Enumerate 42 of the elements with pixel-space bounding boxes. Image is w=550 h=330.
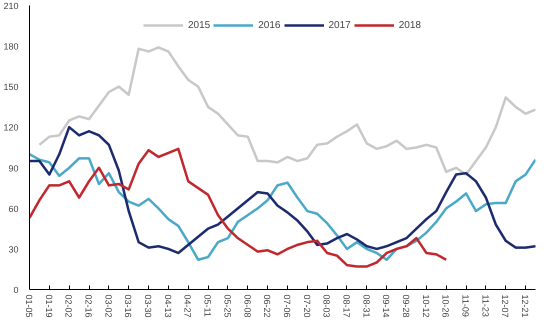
x-tick-label: 12-21: [520, 294, 530, 318]
line-series: [30, 148, 448, 268]
x-tick-label: 06-08: [242, 294, 252, 318]
x-tick-label: 05-25: [222, 294, 232, 318]
y-tick-label: 120: [3, 122, 19, 133]
x-tick-label: 02-02: [64, 294, 74, 318]
line-series: [38, 46, 536, 176]
x-tick-label: 06-22: [262, 294, 272, 318]
x-tick-label: 09-28: [401, 294, 412, 318]
y-tick-label: 150: [3, 82, 19, 92]
x-tick-label: 07-20: [302, 294, 312, 318]
legend-label: 2017: [328, 20, 351, 30]
line-series: [30, 153, 536, 261]
x-tick-label: 10-12: [420, 294, 431, 318]
y-tick-label: 90: [8, 163, 19, 174]
y-tick-label: 210: [3, 1, 19, 11]
x-tick-label: 08-17: [341, 294, 352, 318]
x-tick-label: 01-05: [24, 294, 34, 318]
x-tick-label: 11-23: [480, 294, 490, 317]
legend-label: 2015: [188, 20, 210, 30]
x-tick-label: 03-02: [103, 294, 114, 318]
x-tick-label: 01-19: [44, 294, 54, 318]
x-tick-label: 11-09: [460, 294, 471, 317]
line-series: [30, 126, 536, 254]
x-tick-label: 03-30: [143, 294, 154, 318]
y-tick-label: 180: [3, 42, 19, 52]
legend-label: 2016: [258, 20, 280, 30]
x-tick-label: 04-27: [182, 294, 193, 318]
x-tick-label: 03-16: [123, 294, 134, 318]
x-tick-label: 10-26: [440, 294, 451, 318]
y-tick-label: 0: [13, 285, 19, 295]
x-tick-label: 12-07: [500, 294, 510, 318]
x-tick-label: 07-06: [282, 294, 292, 318]
x-tick-label: 02-16: [84, 294, 94, 318]
x-tick-label: 04-13: [162, 294, 173, 318]
legend-label: 2018: [398, 20, 421, 30]
x-tick-label: 08-03: [322, 294, 332, 318]
x-tick-label: 08-31: [361, 294, 372, 318]
y-tick-label: 60: [8, 204, 19, 214]
x-tick-label: 09-14: [381, 294, 392, 318]
x-tick-label: 05-11: [202, 294, 213, 317]
y-tick-label: 30: [8, 244, 19, 254]
